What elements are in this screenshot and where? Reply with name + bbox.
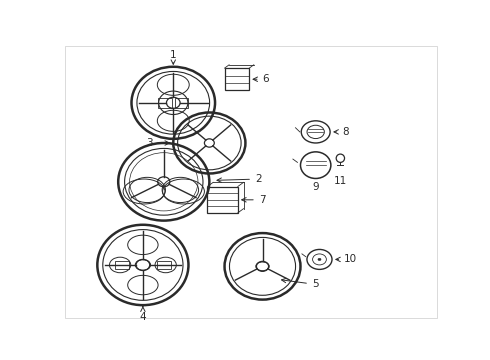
Bar [224, 68, 249, 90]
Text: 7: 7 [242, 195, 266, 205]
Text: 8: 8 [334, 127, 349, 137]
Text: 11: 11 [334, 176, 347, 186]
Text: 1: 1 [170, 50, 176, 64]
Text: 3: 3 [146, 138, 170, 148]
Text: 5: 5 [282, 278, 319, 289]
Text: 4: 4 [140, 306, 146, 322]
Bar [158, 98, 172, 108]
Text: 2: 2 [217, 174, 262, 184]
Text: 6: 6 [253, 74, 269, 84]
Text: 10: 10 [336, 255, 357, 264]
Ellipse shape [318, 258, 321, 261]
Bar [175, 98, 189, 108]
Bar [207, 186, 238, 213]
Text: 9: 9 [312, 183, 319, 192]
